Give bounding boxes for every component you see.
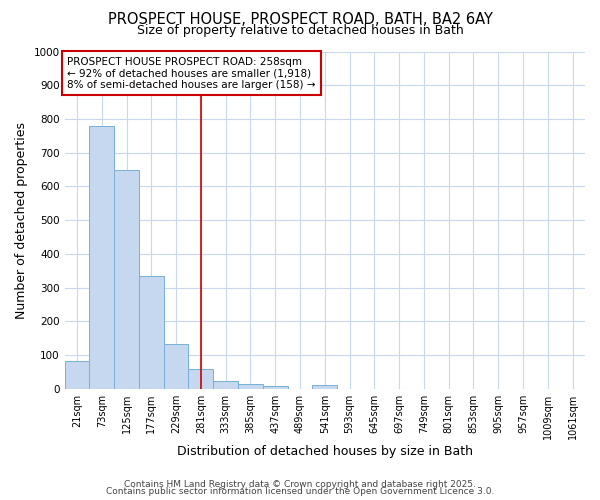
Bar: [238, 384, 263, 389]
X-axis label: Distribution of detached houses by size in Bath: Distribution of detached houses by size …: [177, 444, 473, 458]
Bar: [65, 361, 89, 389]
Bar: [139, 276, 164, 389]
Text: PROSPECT HOUSE PROSPECT ROAD: 258sqm
← 92% of detached houses are smaller (1,918: PROSPECT HOUSE PROSPECT ROAD: 258sqm ← 9…: [67, 56, 316, 90]
Text: Size of property relative to detached houses in Bath: Size of property relative to detached ho…: [137, 24, 463, 37]
Bar: [89, 126, 114, 389]
Bar: [313, 386, 337, 389]
Bar: [114, 170, 139, 389]
Text: PROSPECT HOUSE, PROSPECT ROAD, BATH, BA2 6AY: PROSPECT HOUSE, PROSPECT ROAD, BATH, BA2…: [107, 12, 493, 28]
Bar: [188, 370, 213, 389]
Bar: [213, 382, 238, 389]
Bar: [263, 386, 287, 389]
Text: Contains HM Land Registry data © Crown copyright and database right 2025.: Contains HM Land Registry data © Crown c…: [124, 480, 476, 489]
Y-axis label: Number of detached properties: Number of detached properties: [15, 122, 28, 318]
Bar: [164, 344, 188, 389]
Text: Contains public sector information licensed under the Open Government Licence 3.: Contains public sector information licen…: [106, 488, 494, 496]
